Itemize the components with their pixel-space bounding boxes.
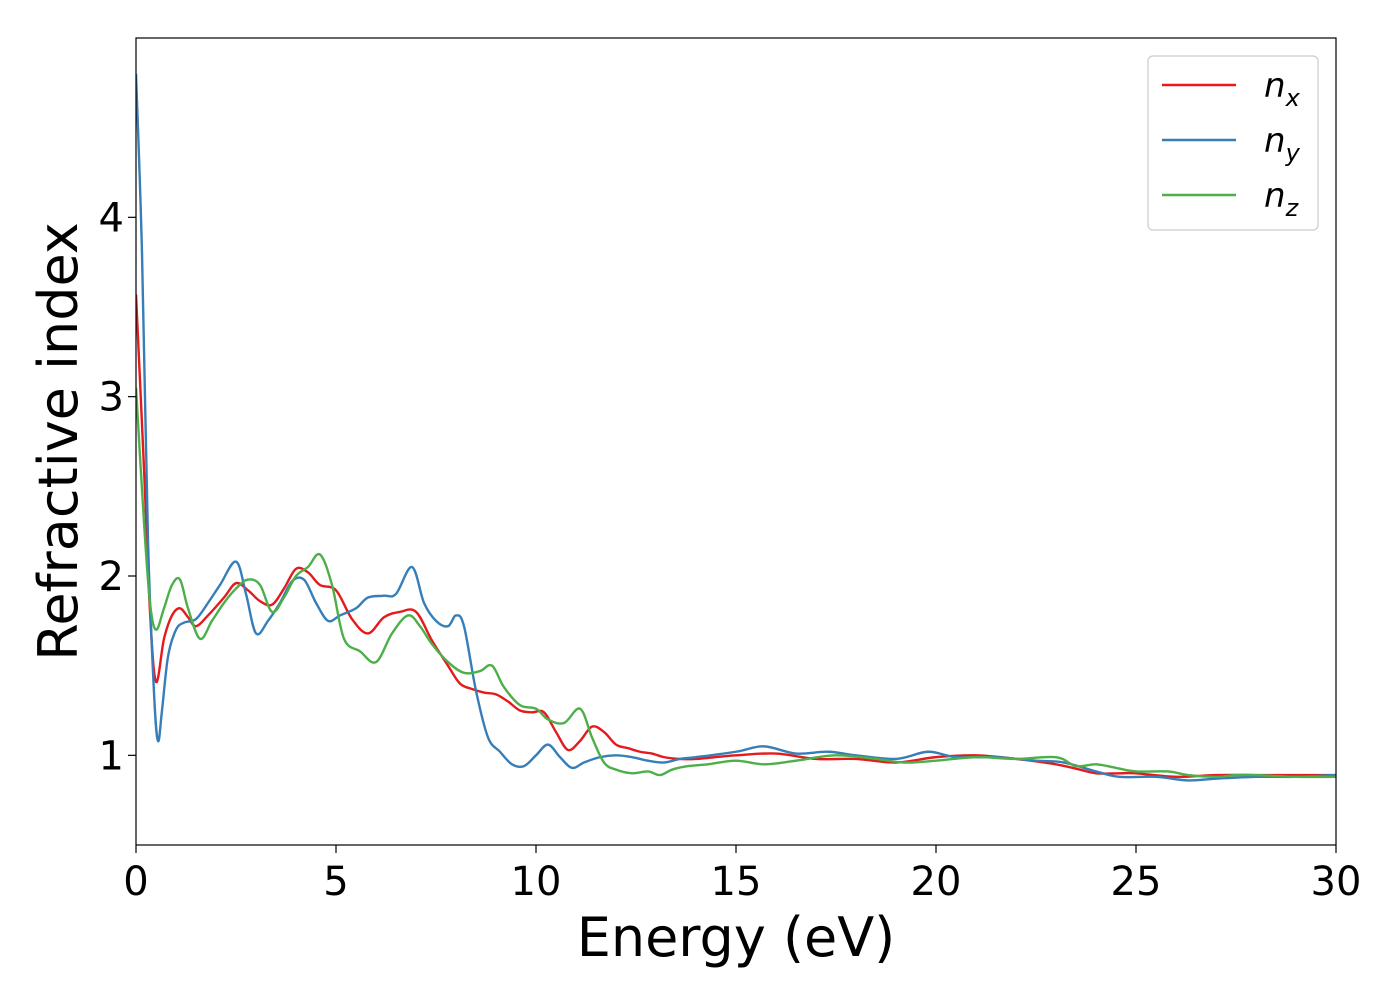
legend-entry-x: nx	[1162, 66, 1301, 112]
legend: nx ny nz	[1147, 55, 1319, 231]
x-tick-label: 0	[123, 859, 148, 905]
series-layer	[136, 73, 1336, 782]
legend-label: ny	[1264, 121, 1301, 167]
legend-box	[1147, 55, 1319, 231]
y-axis-label: Refractive index	[27, 222, 90, 661]
legend-entry-y: ny	[1162, 121, 1301, 167]
x-tick-label: 15	[711, 859, 762, 905]
y-tick-label: 2	[99, 554, 124, 600]
x-tick-label: 20	[911, 859, 962, 905]
y-axis-ticks: 1 2 3 4	[99, 195, 136, 779]
y-tick-label: 3	[99, 375, 124, 421]
x-tick-label: 5	[323, 859, 348, 905]
x-tick-label: 30	[1311, 859, 1362, 905]
legend-label: nz	[1264, 176, 1300, 222]
y-tick-label: 1	[99, 733, 124, 779]
legend-entry-z: nz	[1162, 176, 1300, 222]
plot-area	[135, 37, 1337, 846]
x-tick-label: 25	[1111, 859, 1162, 905]
x-axis-label: Energy (eV)	[577, 906, 896, 969]
y-tick-label: 4	[99, 195, 124, 241]
series-line-x	[136, 294, 1336, 779]
x-tick-label: 10	[511, 859, 562, 905]
legend-label: nx	[1264, 66, 1301, 112]
series-line-y	[136, 73, 1336, 782]
series-line-z	[136, 387, 1336, 779]
x-axis-ticks: 0 5 10 15 20 25 30	[123, 845, 1361, 905]
